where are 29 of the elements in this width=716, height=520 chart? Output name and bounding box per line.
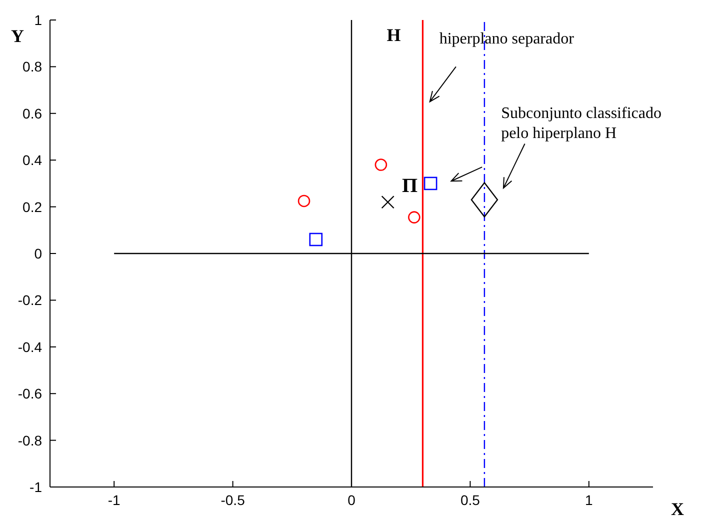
point — [470, 182, 498, 218]
x-tick-label: 0 — [348, 492, 356, 508]
y-tick-label: 0.6 — [22, 105, 42, 122]
y-tick-label: -0.2 — [18, 292, 42, 308]
x-axis-title: X — [671, 499, 684, 519]
annotation: Π — [402, 175, 418, 198]
x-tick-label: -0.5 — [220, 492, 246, 508]
y-tick-label: -0.8 — [18, 432, 42, 448]
y-tick-label: -0.6 — [18, 386, 42, 402]
y-tick-label: 0 — [34, 245, 42, 262]
y-tick-label: 0.2 — [22, 198, 42, 215]
point — [408, 211, 420, 224]
point — [298, 194, 310, 208]
ref-line-label: H — [386, 24, 401, 45]
y-tick-label: -0.4 — [18, 338, 42, 355]
y-tick-label: 0.4 — [22, 152, 42, 168]
y-tick-label: -1 — [30, 478, 42, 495]
point — [381, 196, 394, 209]
x-tick-label: 0.5 — [460, 492, 480, 508]
annotation: Subconjunto classificado pelo hiperplano H — [501, 105, 662, 142]
point — [309, 232, 323, 246]
x-tick-label: 1 — [585, 492, 594, 508]
y-tick-label: 1 — [34, 12, 42, 28]
annotation: hiperplano separador — [439, 30, 575, 48]
x-tick-label: -1 — [108, 492, 121, 508]
point — [374, 158, 388, 171]
point — [424, 176, 438, 190]
y-tick-label: 0.8 — [22, 58, 42, 75]
y-axis-title: Y — [11, 26, 24, 46]
